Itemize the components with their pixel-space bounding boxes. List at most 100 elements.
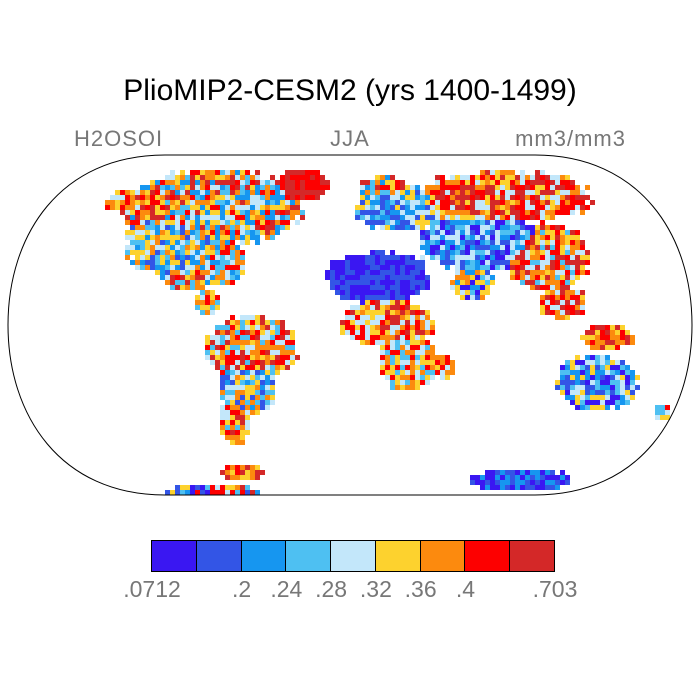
land-cell xyxy=(405,355,410,360)
land-cell xyxy=(355,280,360,285)
land-cell xyxy=(470,185,475,190)
land-cell xyxy=(175,180,180,185)
land-cell xyxy=(280,225,285,230)
land-cell xyxy=(160,190,165,195)
land-cell xyxy=(180,200,185,205)
land-cell xyxy=(490,230,495,235)
land-cell xyxy=(230,440,235,445)
land-cell xyxy=(185,175,190,180)
map-fill-layer xyxy=(105,170,670,500)
land-cell xyxy=(405,310,410,315)
land-cell xyxy=(460,255,465,260)
land-cell xyxy=(520,485,525,490)
land-cell xyxy=(540,485,545,490)
land-cell xyxy=(240,465,245,470)
land-cell xyxy=(400,375,405,380)
land-cell xyxy=(385,200,390,205)
land-cell xyxy=(415,380,420,385)
land-cell xyxy=(470,245,475,250)
land-cell xyxy=(315,195,320,200)
land-cell xyxy=(230,325,235,330)
land-cell xyxy=(250,380,255,385)
land-cell xyxy=(395,210,400,215)
land-cell xyxy=(365,310,370,315)
land-cell xyxy=(555,285,560,290)
land-cell xyxy=(440,175,445,180)
land-cell xyxy=(215,245,220,250)
land-cell xyxy=(375,265,380,270)
land-cell xyxy=(370,340,375,345)
land-cell xyxy=(525,470,530,475)
land-cell xyxy=(655,410,660,415)
land-cell xyxy=(150,215,155,220)
land-cell xyxy=(275,200,280,205)
land-cell xyxy=(575,370,580,375)
land-cell xyxy=(415,290,420,295)
land-cell xyxy=(170,230,175,235)
land-cell xyxy=(400,345,405,350)
land-cell xyxy=(240,345,245,350)
land-cell xyxy=(575,395,580,400)
land-cell xyxy=(520,185,525,190)
land-cell xyxy=(250,340,255,345)
land-cell xyxy=(130,240,135,245)
land-cell xyxy=(565,305,570,310)
land-cell xyxy=(250,405,255,410)
land-cell xyxy=(555,310,560,315)
land-cell xyxy=(190,225,195,230)
land-cell xyxy=(215,355,220,360)
land-cell xyxy=(265,185,270,190)
land-cell xyxy=(205,340,210,345)
land-cell xyxy=(225,330,230,335)
land-cell xyxy=(305,195,310,200)
land-cell xyxy=(215,275,220,280)
land-cell xyxy=(505,200,510,205)
colorbar-swatch xyxy=(464,540,511,572)
land-cell xyxy=(375,255,380,260)
land-cell xyxy=(300,210,305,215)
land-cell xyxy=(190,200,195,205)
land-cell xyxy=(280,335,285,340)
land-cell xyxy=(615,390,620,395)
colorbar-swatch xyxy=(330,540,376,572)
land-cell xyxy=(255,190,260,195)
land-cell xyxy=(655,405,660,410)
land-cell xyxy=(195,285,200,290)
land-cell xyxy=(575,365,580,370)
land-cell xyxy=(390,260,395,265)
land-cell xyxy=(115,205,120,210)
land-cell xyxy=(265,210,270,215)
land-cell xyxy=(335,290,340,295)
land-cell xyxy=(575,360,580,365)
land-cell xyxy=(390,375,395,380)
land-cell xyxy=(505,260,510,265)
land-cell xyxy=(295,210,300,215)
land-cell xyxy=(545,295,550,300)
land-cell xyxy=(495,225,500,230)
land-cell xyxy=(410,255,415,260)
colorbar-tick-label: .28 xyxy=(315,576,348,602)
land-cell xyxy=(565,480,570,485)
land-cell xyxy=(520,235,525,240)
land-cell xyxy=(245,320,250,325)
land-cell xyxy=(565,205,570,210)
land-cell xyxy=(405,325,410,330)
land-cell xyxy=(185,270,190,275)
land-cell xyxy=(250,470,255,475)
land-cell xyxy=(215,495,220,500)
land-cell xyxy=(465,280,470,285)
land-cell xyxy=(160,225,165,230)
land-cell xyxy=(220,365,225,370)
land-cell xyxy=(195,305,200,310)
land-cell xyxy=(380,195,385,200)
land-cell xyxy=(490,210,495,215)
land-cell xyxy=(275,340,280,345)
land-cell xyxy=(285,210,290,215)
land-cell xyxy=(525,245,530,250)
land-cell xyxy=(530,235,535,240)
land-cell xyxy=(415,350,420,355)
land-cell xyxy=(200,185,205,190)
land-cell xyxy=(180,180,185,185)
land-cell xyxy=(240,415,245,420)
land-cell xyxy=(315,185,320,190)
